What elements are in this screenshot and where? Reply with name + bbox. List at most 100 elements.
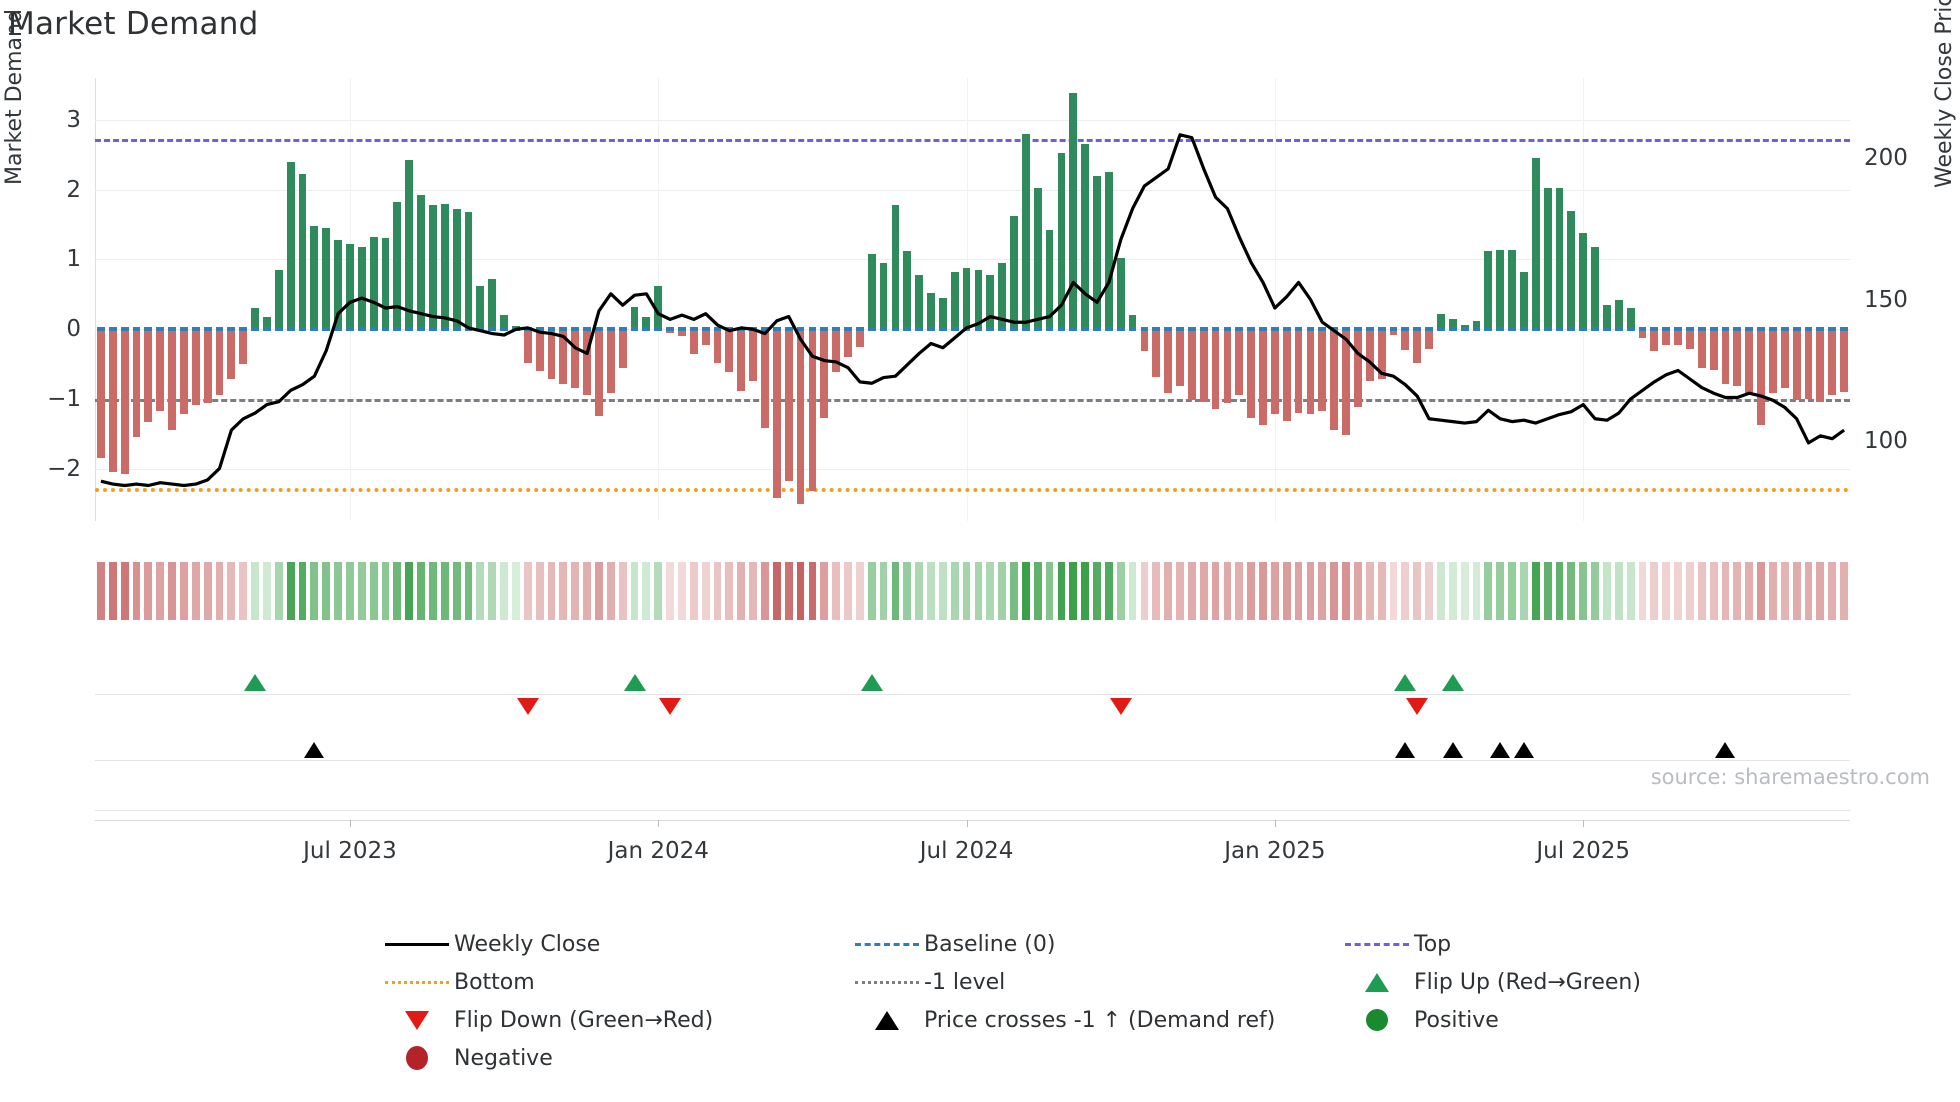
demand-bar xyxy=(678,329,686,337)
demand-bar xyxy=(1294,329,1303,413)
demand-bar xyxy=(405,160,414,330)
heat-cell xyxy=(725,562,734,620)
triangle-up-black-icon xyxy=(875,1010,899,1030)
baseline-tick xyxy=(251,327,259,332)
heat-cell xyxy=(559,562,568,620)
demand-bar xyxy=(1484,251,1493,330)
legend-label: Flip Up (Red→Green) xyxy=(1414,969,1641,995)
demand-bar xyxy=(595,329,603,417)
demand-bar xyxy=(1045,230,1054,330)
chart-legend: Weekly Close Baseline (0) Top Bottom -1 leve… xyxy=(380,925,1780,1077)
flip-up-marker xyxy=(244,674,267,691)
demand-bar xyxy=(583,329,591,396)
heat-cell xyxy=(1116,562,1125,620)
demand-bar xyxy=(381,238,390,330)
demand-bar xyxy=(1081,144,1090,330)
heat-cell xyxy=(642,562,651,620)
legend-item[interactable]: -1 level xyxy=(850,963,1340,1001)
heat-cell xyxy=(1697,562,1706,620)
y2-tick-label: 150 xyxy=(1864,286,1908,313)
baseline-tick xyxy=(452,327,461,332)
heat-cell xyxy=(191,562,200,620)
heat-cell xyxy=(1057,562,1066,620)
baseline-tick xyxy=(832,327,841,332)
heat-cell xyxy=(761,562,769,620)
demand-bar xyxy=(310,225,319,330)
baseline-tick xyxy=(1282,327,1291,332)
heat-cell xyxy=(678,562,686,620)
demand-bar xyxy=(808,329,817,492)
legend-label: -1 level xyxy=(924,969,1006,995)
demand-heat-strip xyxy=(95,562,1850,620)
heat-cell xyxy=(630,562,639,620)
heat-cell xyxy=(1318,562,1327,620)
demand-bar xyxy=(1318,329,1327,412)
demand-bar xyxy=(1342,329,1350,436)
demand-bar xyxy=(571,329,580,389)
demand-bar xyxy=(938,297,947,330)
demand-bar xyxy=(1282,329,1291,422)
heat-cell xyxy=(168,562,176,620)
heat-cell xyxy=(1816,562,1825,620)
baseline-tick xyxy=(1235,327,1244,332)
baseline-tick xyxy=(1104,327,1113,332)
baseline-tick xyxy=(156,327,165,332)
baseline-tick xyxy=(1081,327,1090,332)
demand-bar xyxy=(1543,188,1552,330)
baseline-tick xyxy=(1211,327,1220,332)
price-cross-marker xyxy=(1490,742,1511,758)
baseline-tick xyxy=(1638,327,1647,332)
demand-bar xyxy=(417,195,425,330)
baseline-tick xyxy=(666,327,675,332)
legend-item[interactable]: Price crosses -1 ↑ (Demand ref) xyxy=(850,1001,1340,1039)
heat-cell xyxy=(772,562,781,620)
heat-cell xyxy=(1638,562,1647,620)
legend-item[interactable]: Bottom xyxy=(380,963,850,1001)
demand-bar xyxy=(725,329,734,373)
baseline-tick xyxy=(583,327,591,332)
x-tick xyxy=(658,820,660,827)
heat-cell xyxy=(1650,562,1659,620)
baseline-tick xyxy=(417,327,425,332)
demand-bar xyxy=(1662,329,1671,345)
demand-bar xyxy=(1223,329,1232,404)
legend-item[interactable]: Positive xyxy=(1340,1001,1780,1039)
baseline-tick xyxy=(1413,327,1422,332)
demand-bar xyxy=(1176,329,1184,387)
heat-cell xyxy=(1555,562,1564,620)
legend-item[interactable]: Weekly Close xyxy=(380,925,850,963)
demand-bar xyxy=(1270,329,1279,415)
heat-cell xyxy=(915,562,924,620)
heat-cell xyxy=(227,562,236,620)
baseline-tick xyxy=(369,327,378,332)
legend-item[interactable]: Flip Up (Red→Green) xyxy=(1340,963,1780,1001)
heat-cell xyxy=(1365,562,1374,620)
baseline-tick xyxy=(1306,327,1315,332)
baseline-tick xyxy=(1508,327,1516,332)
legend-item[interactable]: Top xyxy=(1340,925,1780,963)
demand-bar xyxy=(1436,313,1445,330)
legend-item[interactable]: Negative xyxy=(380,1039,850,1077)
baseline-tick xyxy=(844,327,852,332)
heat-cell xyxy=(1140,562,1149,620)
flip-down-marker xyxy=(516,698,539,715)
baseline-tick xyxy=(654,327,663,332)
gridline xyxy=(95,329,1850,331)
demand-bar xyxy=(749,329,758,382)
legend-label: Bottom xyxy=(454,969,535,995)
demand-bar xyxy=(1425,329,1433,349)
demand-bar xyxy=(1330,329,1339,431)
demand-bar xyxy=(772,329,781,498)
baseline-tick xyxy=(678,327,686,332)
baseline-tick xyxy=(1057,327,1066,332)
baseline-tick xyxy=(1259,327,1267,332)
demand-bar xyxy=(239,329,248,365)
heat-cell xyxy=(1733,562,1742,620)
baseline-tick xyxy=(227,327,236,332)
demand-bar xyxy=(1057,153,1066,330)
demand-bar xyxy=(488,278,497,330)
legend-item[interactable]: Flip Down (Green→Red) xyxy=(380,1001,850,1039)
heat-cell xyxy=(950,562,959,620)
legend-item[interactable]: Baseline (0) xyxy=(850,925,1340,963)
baseline-tick xyxy=(1472,327,1481,332)
